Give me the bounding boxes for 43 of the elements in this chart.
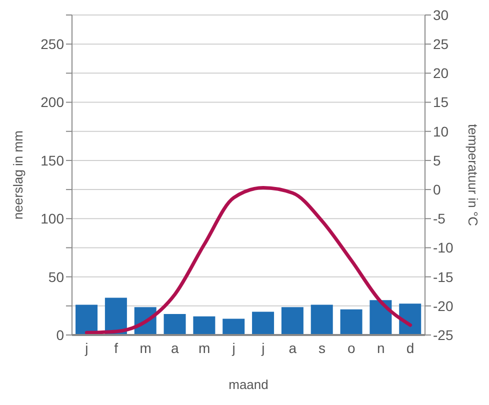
- y-tick-label: 0: [56, 326, 64, 343]
- y-tick-label: 150: [40, 152, 64, 168]
- bar: [310, 304, 333, 335]
- y2-tick-label: -25: [433, 326, 454, 343]
- y-tick-label: 250: [40, 36, 64, 52]
- y-tick-label: 200: [40, 94, 64, 110]
- y2-tick-label: -20: [433, 298, 454, 314]
- y2-tick-label: 20: [433, 65, 449, 82]
- y-axis-title: neerslag in mm: [10, 130, 26, 220]
- bar: [76, 304, 98, 335]
- x-tick-label: d: [406, 340, 414, 356]
- y2-axis-title: temperatuur in °C: [465, 124, 480, 226]
- y2-tick-label: -10: [433, 240, 454, 256]
- bar: [252, 312, 274, 335]
- y2-tick-label: 10: [433, 123, 449, 140]
- x-tick-label: o: [348, 340, 356, 356]
- x-tick-label: j: [260, 340, 265, 356]
- x-tick-label: f: [114, 340, 118, 356]
- y-tick-label: 100: [40, 210, 64, 227]
- x-tick-label: m: [140, 340, 152, 356]
- bar: [222, 318, 245, 335]
- bar: [164, 314, 186, 335]
- x-tick-label: m: [198, 340, 210, 356]
- x-tick-label: j: [231, 340, 236, 356]
- y-tick-label: 50: [48, 268, 64, 285]
- x-tick-label: j: [84, 340, 88, 356]
- y2-tick-label: -15: [433, 268, 454, 285]
- bar: [340, 309, 362, 335]
- x-tick-label: a: [288, 340, 297, 356]
- y2-tick-label: 0: [433, 182, 441, 198]
- x-tick-label: a: [171, 340, 180, 356]
- bar: [370, 300, 392, 335]
- y2-tick-label: 30: [433, 6, 449, 23]
- y2-tick-label: 5: [433, 152, 441, 168]
- x-tick-label: n: [376, 340, 385, 356]
- y2-tick-label: -5: [433, 210, 446, 227]
- bar: [193, 316, 216, 335]
- bar: [281, 307, 304, 335]
- y2-tick-label: 15: [433, 94, 449, 110]
- x-axis-title: maand: [228, 377, 268, 392]
- y2-tick-label: 25: [433, 36, 449, 52]
- x-tick-label: s: [318, 340, 326, 356]
- line-series: [84, 186, 412, 334]
